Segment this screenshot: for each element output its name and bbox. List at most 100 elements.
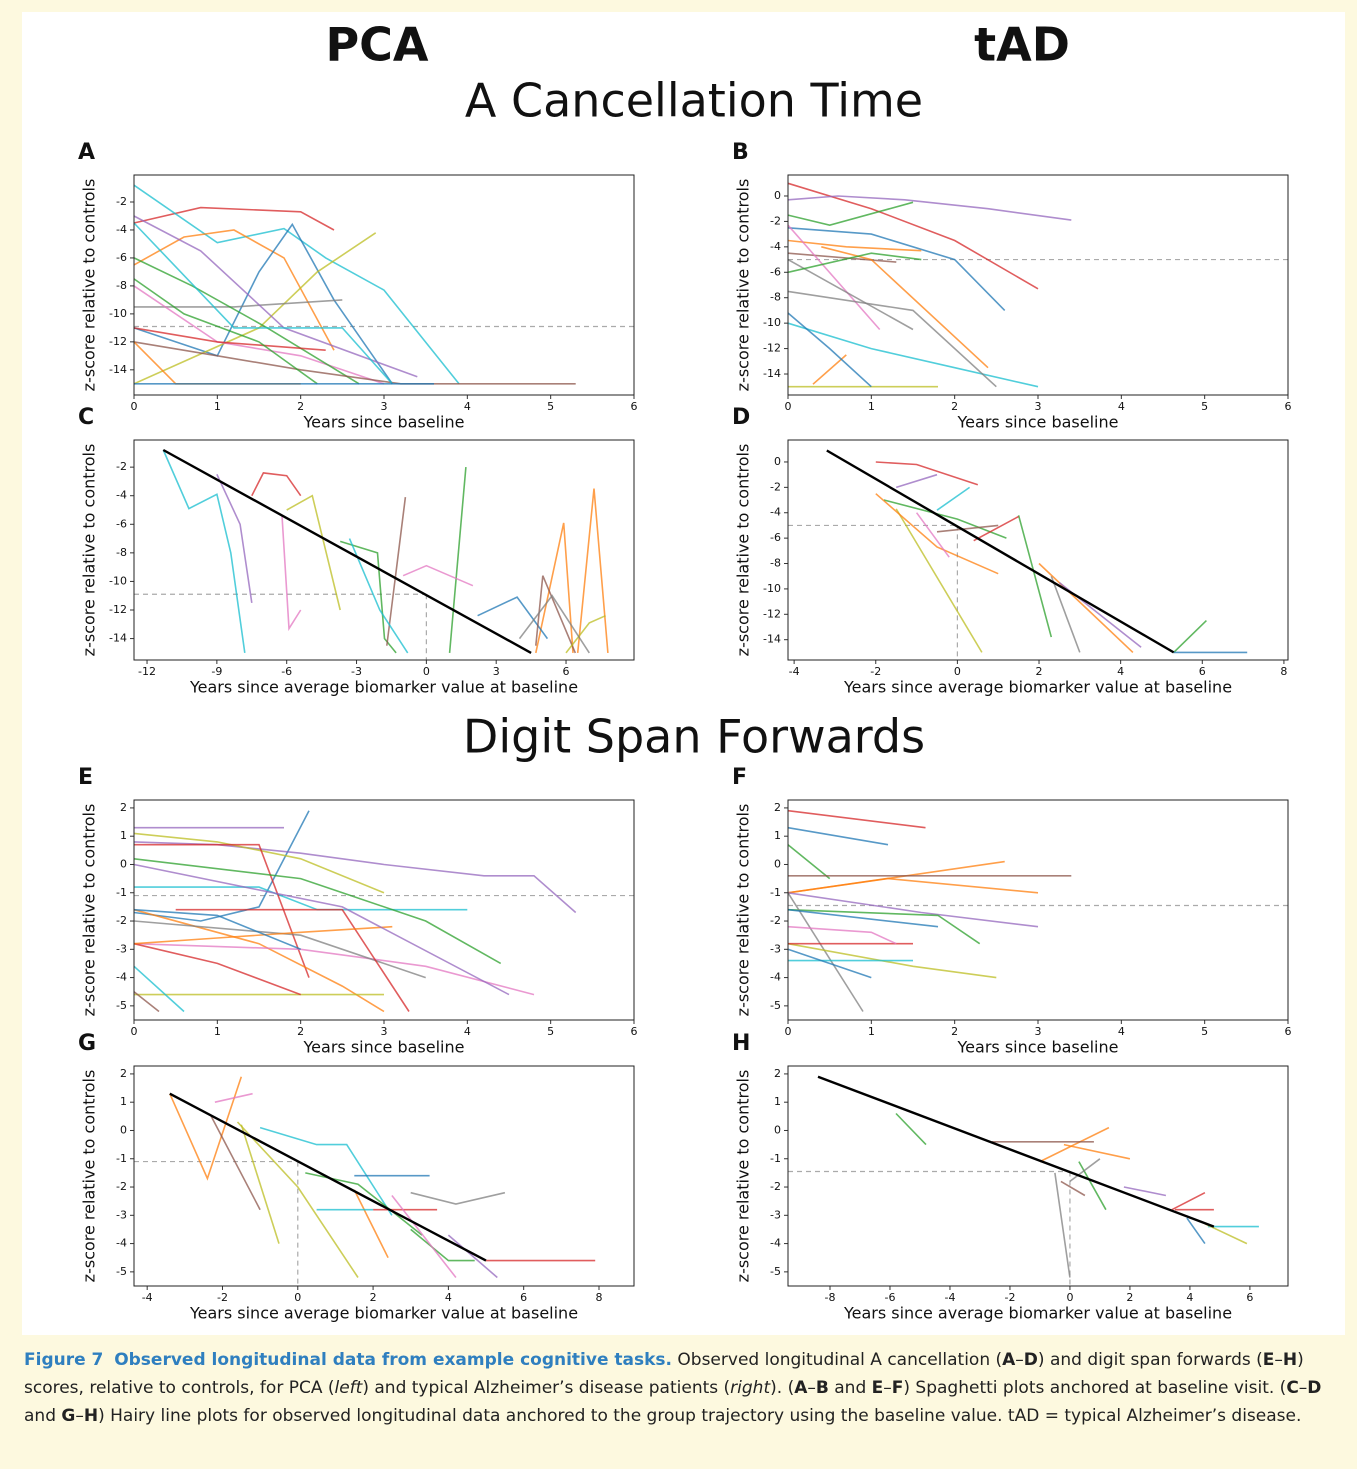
y-tick-label: -5	[770, 999, 781, 1012]
y-axis-label: z-score relative to controls	[734, 804, 753, 1017]
x-tick-label: -2	[217, 1291, 228, 1304]
x-tick-label: 8	[1280, 665, 1287, 678]
x-tick-label: 0	[131, 1025, 138, 1038]
y-tick-label: -8	[770, 291, 781, 304]
series-line	[210, 1115, 261, 1211]
y-tick-label: 1	[774, 1095, 781, 1108]
caption-text: –	[1015, 1350, 1024, 1370]
caption-text: A	[794, 1378, 808, 1398]
y-tick-label: -10	[763, 316, 781, 329]
series-line	[787, 877, 1039, 894]
x-axis-label: Years since average biomarker value at b…	[843, 1304, 1232, 1323]
y-tick-label: -12	[109, 335, 127, 348]
plot-frame	[133, 1065, 635, 1287]
group-trajectory	[162, 448, 532, 654]
series-line	[915, 512, 950, 558]
y-tick-label: -5	[116, 999, 127, 1012]
series-line	[787, 201, 914, 227]
series-line	[133, 858, 502, 965]
series-line	[1017, 515, 1053, 638]
series-line	[1078, 1161, 1107, 1211]
y-tick-label: 0	[774, 189, 781, 202]
caption-text: B	[815, 1378, 829, 1398]
y-tick-label: 2	[120, 801, 127, 814]
series-line	[133, 257, 360, 385]
y-tick-label: -14	[763, 367, 781, 380]
series-line	[787, 195, 1072, 221]
series-line	[787, 892, 1039, 928]
series-line	[787, 925, 897, 945]
y-tick-label: -4	[116, 971, 127, 984]
y-axis-label: z-score relative to controls	[734, 444, 753, 657]
y-axis-label: z-score relative to controls	[734, 1070, 753, 1283]
x-tick-label: -3	[351, 665, 362, 678]
series-line	[565, 614, 606, 654]
x-axis-label: Years since average biomarker value at b…	[189, 1304, 578, 1323]
series-line	[1050, 575, 1081, 653]
y-tick-label: 0	[774, 1123, 781, 1136]
x-tick-label: 5	[547, 400, 554, 413]
caption-text: D	[1307, 1378, 1322, 1398]
series-line	[936, 524, 999, 533]
panel-label: D	[732, 405, 750, 430]
x-tick-label: 4	[464, 1025, 471, 1038]
panel-label: B	[732, 140, 749, 165]
y-axis-label: z-score relative to controls	[80, 1070, 99, 1283]
y-tick-label: -2	[116, 914, 127, 927]
y-tick-label: 0	[774, 857, 781, 870]
column-header: tAD	[974, 18, 1070, 72]
plot-frame	[787, 439, 1289, 661]
y-tick-label: -2	[116, 195, 127, 208]
series-line	[1038, 562, 1134, 653]
x-tick-label: 3	[1035, 1025, 1042, 1038]
series-line	[973, 515, 1019, 542]
series-line	[787, 892, 864, 1012]
series-line	[787, 239, 922, 252]
series-line	[348, 538, 409, 654]
series-line	[175, 908, 410, 1012]
series-line	[1060, 1180, 1086, 1197]
y-tick-label: -4	[770, 971, 781, 984]
y-tick-label: -8	[770, 557, 781, 570]
caption-text: G	[61, 1406, 76, 1426]
y-tick-label: -1	[116, 886, 127, 899]
series-line	[133, 222, 393, 385]
group-trajectory	[817, 1075, 1215, 1228]
series-line	[936, 486, 971, 511]
x-tick-label: 6	[563, 665, 570, 678]
series-line	[134, 299, 343, 308]
x-tick-label: 5	[547, 1025, 554, 1038]
x-tick-label: 1	[868, 1025, 875, 1038]
y-tick-label: -12	[109, 603, 127, 616]
caption-text: ) Hairy line plots for observed longitud…	[98, 1406, 1302, 1426]
y-tick-label: 0	[120, 1123, 127, 1136]
y-tick-label: -4	[770, 506, 781, 519]
series-line	[134, 843, 310, 978]
series-line	[251, 472, 302, 497]
series-line	[535, 522, 574, 654]
x-tick-label: 2	[370, 1291, 377, 1304]
y-tick-label: -6	[116, 517, 127, 530]
x-tick-label: 1	[868, 400, 875, 413]
series-line	[133, 327, 326, 351]
series-line	[133, 942, 535, 996]
figure: PCA tAD A Cancellation Time Digit Span F…	[22, 12, 1345, 1335]
y-tick-label: -14	[109, 363, 127, 376]
series-line	[133, 810, 310, 922]
y-tick-label: -2	[116, 460, 127, 473]
series-line	[787, 908, 981, 945]
y-tick-label: 2	[774, 801, 781, 814]
series-line	[339, 540, 397, 654]
series-line	[1063, 1143, 1131, 1160]
caption-text: right	[730, 1378, 771, 1398]
caption-text: ) Spaghetti plots anchored at baseline v…	[903, 1378, 1287, 1398]
plot-frame	[133, 799, 635, 1021]
x-tick-label: 6	[631, 1025, 638, 1038]
series-line	[386, 497, 407, 646]
x-tick-label: 0	[131, 400, 138, 413]
panel-label: E	[78, 765, 93, 790]
y-tick-label: -4	[116, 223, 127, 236]
y-tick-label: -2	[116, 1180, 127, 1193]
x-tick-label: 4	[1186, 1291, 1193, 1304]
series-line	[576, 488, 609, 653]
